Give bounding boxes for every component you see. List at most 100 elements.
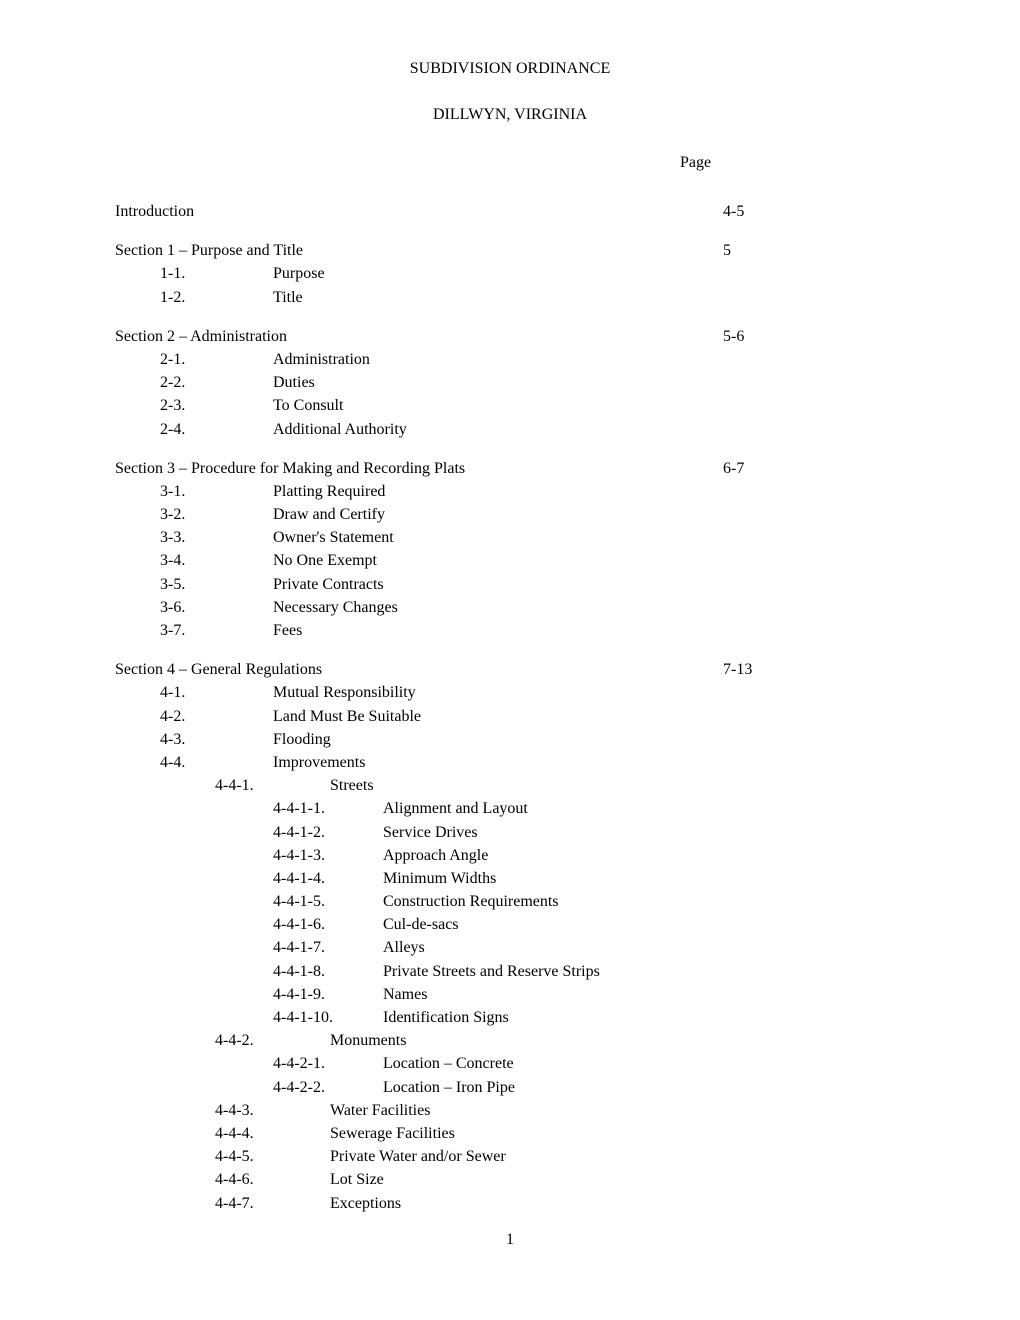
toc-sub-title: Mutual Responsibility <box>273 681 905 704</box>
toc-sub-title: Fees <box>273 619 905 642</box>
toc-sub-number: 4-1. <box>160 681 273 704</box>
page-number: 1 <box>115 1231 905 1249</box>
toc-sub2-number: 4-4-3. <box>215 1099 330 1122</box>
toc-page-ref: 6-7 <box>723 457 773 480</box>
toc-sub-number: 3-7. <box>160 619 273 642</box>
toc-sub-row: 4-4.Improvements <box>115 751 905 774</box>
toc-sub2-row: 4-4-3.Water Facilities <box>115 1099 905 1122</box>
toc-page-ref: 7-13 <box>723 658 773 681</box>
toc-heading: Section 1 – Purpose and Title <box>115 239 723 262</box>
toc-sub-title: Private Contracts <box>273 573 905 596</box>
toc-heading: Section 3 – Procedure for Making and Rec… <box>115 457 723 480</box>
toc-sub2-title: Exceptions <box>330 1192 905 1215</box>
toc-section: Section 2 – Administration5-62-1.Adminis… <box>115 325 905 441</box>
toc-section: Section 1 – Purpose and Title51-1.Purpos… <box>115 239 905 309</box>
toc-sub2-number: 4-4-4. <box>215 1122 330 1145</box>
toc-sub3-row: 4-4-1-1.Alignment and Layout <box>115 797 905 820</box>
toc-heading: Introduction <box>115 200 723 223</box>
toc-sub3-number: 4-4-1-7. <box>273 936 383 959</box>
toc-sub3-number: 4-4-1-1. <box>273 797 383 820</box>
toc-sub-row: 2-2.Duties <box>115 371 905 394</box>
toc-sub-title: Owner's Statement <box>273 526 905 549</box>
toc-sub2-title: Private Water and/or Sewer <box>330 1145 905 1168</box>
toc-sub3-number: 4-4-1-8. <box>273 960 383 983</box>
toc-heading: Section 4 – General Regulations <box>115 658 723 681</box>
toc-section: Introduction4-5 <box>115 200 905 223</box>
toc-sub2-row: 4-4-4.Sewerage Facilities <box>115 1122 905 1145</box>
toc-sub-row: 1-2.Title <box>115 286 905 309</box>
toc-sub-title: Improvements <box>273 751 905 774</box>
toc-sub-title: Flooding <box>273 728 905 751</box>
toc-sub-row: 3-7.Fees <box>115 619 905 642</box>
toc-sub-number: 2-1. <box>160 348 273 371</box>
toc-sub3-row: 4-4-1-5.Construction Requirements <box>115 890 905 913</box>
toc-sub-title: No One Exempt <box>273 549 905 572</box>
toc-sub-number: 2-4. <box>160 418 273 441</box>
toc-sub3-title: Cul-de-sacs <box>383 913 905 936</box>
toc-sub3-row: 4-4-1-10.Identification Signs <box>115 1006 905 1029</box>
toc-heading-row: Introduction4-5 <box>115 200 905 223</box>
toc-sub-title: Draw and Certify <box>273 503 905 526</box>
toc-sub3-title: Location – Concrete <box>383 1052 905 1075</box>
toc-sub-row: 4-2.Land Must Be Suitable <box>115 705 905 728</box>
document-subtitle: DILLWYN, VIRGINIA <box>115 106 905 124</box>
toc-sub-number: 1-1. <box>160 262 273 285</box>
toc-sub-row: 2-3.To Consult <box>115 394 905 417</box>
toc-sub2-row: 4-4-6.Lot Size <box>115 1168 905 1191</box>
toc-sub-title: Purpose <box>273 262 905 285</box>
toc-sub3-number: 4-4-2-2. <box>273 1076 383 1099</box>
toc-sub-row: 2-1.Administration <box>115 348 905 371</box>
toc-sub2-number: 4-4-1. <box>215 774 330 797</box>
toc-sub-number: 4-2. <box>160 705 273 728</box>
toc-sub-number: 3-3. <box>160 526 273 549</box>
toc-sub3-number: 4-4-1-10. <box>273 1006 383 1029</box>
toc-sub3-row: 4-4-2-2.Location – Iron Pipe <box>115 1076 905 1099</box>
toc-sub2-row: 4-4-2.Monuments <box>115 1029 905 1052</box>
toc-sub2-number: 4-4-2. <box>215 1029 330 1052</box>
toc-section: Section 3 – Procedure for Making and Rec… <box>115 457 905 643</box>
toc-sub-row: 3-3.Owner's Statement <box>115 526 905 549</box>
toc-sub-number: 3-2. <box>160 503 273 526</box>
toc-sub2-number: 4-4-7. <box>215 1192 330 1215</box>
toc-sub3-title: Private Streets and Reserve Strips <box>383 960 905 983</box>
toc-sub-row: 1-1.Purpose <box>115 262 905 285</box>
toc-sub-row: 2-4.Additional Authority <box>115 418 905 441</box>
toc-sub-row: 3-2.Draw and Certify <box>115 503 905 526</box>
toc-sub3-row: 4-4-1-6.Cul-de-sacs <box>115 913 905 936</box>
toc-sub3-title: Construction Requirements <box>383 890 905 913</box>
toc-sub-row: 3-6.Necessary Changes <box>115 596 905 619</box>
toc-heading-row: Section 4 – General Regulations7-13 <box>115 658 905 681</box>
toc-sub2-row: 4-4-7.Exceptions <box>115 1192 905 1215</box>
toc-sub-title: Title <box>273 286 905 309</box>
toc-sub-title: Administration <box>273 348 905 371</box>
toc-sub3-number: 4-4-1-9. <box>273 983 383 1006</box>
toc-sub-number: 2-2. <box>160 371 273 394</box>
toc-sub3-title: Alleys <box>383 936 905 959</box>
toc-sub2-row: 4-4-1.Streets <box>115 774 905 797</box>
toc-sub-number: 3-6. <box>160 596 273 619</box>
toc-sub3-title: Identification Signs <box>383 1006 905 1029</box>
toc-sub-row: 4-3.Flooding <box>115 728 905 751</box>
toc-sub-number: 1-2. <box>160 286 273 309</box>
toc-sub-number: 3-4. <box>160 549 273 572</box>
toc-sub-number: 4-3. <box>160 728 273 751</box>
toc-sub2-title: Sewerage Facilities <box>330 1122 905 1145</box>
toc-sub3-title: Service Drives <box>383 821 905 844</box>
toc-sub2-number: 4-4-6. <box>215 1168 330 1191</box>
toc-sub-title: To Consult <box>273 394 905 417</box>
document-page: SUBDIVISION ORDINANCE DILLWYN, VIRGINIA … <box>0 0 1020 1289</box>
toc-sub-row: 4-1.Mutual Responsibility <box>115 681 905 704</box>
document-title: SUBDIVISION ORDINANCE <box>115 60 905 78</box>
toc-sub-row: 3-1.Platting Required <box>115 480 905 503</box>
toc-sub2-title: Monuments <box>330 1029 905 1052</box>
toc-page-ref: 4-5 <box>723 200 773 223</box>
toc-heading-row: Section 3 – Procedure for Making and Rec… <box>115 457 905 480</box>
toc-sub3-row: 4-4-1-2.Service Drives <box>115 821 905 844</box>
toc-sub3-number: 4-4-2-1. <box>273 1052 383 1075</box>
toc-sub3-title: Minimum Widths <box>383 867 905 890</box>
toc-sub-number: 3-5. <box>160 573 273 596</box>
toc-page-ref: 5 <box>723 239 773 262</box>
toc-sub-title: Duties <box>273 371 905 394</box>
toc-sub3-row: 4-4-1-4.Minimum Widths <box>115 867 905 890</box>
toc-sub-title: Platting Required <box>273 480 905 503</box>
